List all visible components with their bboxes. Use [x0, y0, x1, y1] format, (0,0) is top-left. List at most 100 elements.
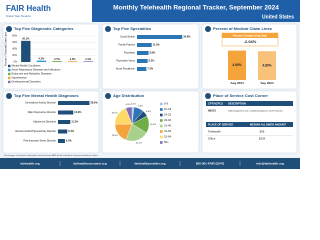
data-label: 9.4%: [138, 105, 143, 107]
dashboard: FAIR Health Know Your Source Monthly Tel…: [0, 0, 300, 169]
table-header-cell: PLACE OF SERVICE: [208, 122, 233, 126]
data-label: 4.80%: [262, 63, 271, 67]
footer-link[interactable]: info@fairhealth.org: [256, 161, 284, 165]
title-band: [92, 0, 300, 22]
change-label: Percent Change (Aug-Sep): [233, 33, 267, 37]
data-label: 19.2%: [111, 112, 117, 114]
table-header-cell: CPT/HCPCS: [208, 101, 223, 105]
footer-band: [0, 158, 300, 169]
legend-label: 31-40: [164, 124, 172, 128]
bar: [58, 120, 71, 124]
table-cell: 99213: [208, 109, 216, 113]
y-tick-label: Attention-Deficit/Hyperactivity Disorder: [15, 130, 56, 133]
bar: [52, 61, 62, 62]
bar: [137, 67, 147, 71]
footer-link[interactable]: fairhealthconsumer.org: [73, 161, 107, 165]
bar: [137, 43, 152, 47]
data-label: 11.3%: [153, 44, 161, 47]
data-label: 19.0%: [112, 135, 118, 137]
y-tick-label: Family Practice: [119, 44, 136, 47]
data-label: 28.6%: [90, 102, 98, 105]
bar: [137, 35, 183, 39]
footer-link[interactable]: fairhealthprovider.org: [134, 161, 165, 165]
bar: [67, 61, 78, 62]
bar: [228, 50, 246, 80]
legend-swatch: [160, 102, 163, 106]
legend-label: 51-64: [164, 135, 172, 139]
y-axis-label: Percent of Telehealth Claim Lines: [5, 31, 8, 66]
table-header-cell: DESCRIPTION: [228, 101, 246, 105]
footnote: Percentages are based on telehealth clai…: [4, 154, 99, 157]
pie-slice: [125, 106, 133, 125]
data-label: 8.2%: [149, 60, 155, 63]
data-label: 65.1%: [22, 38, 30, 41]
tagline: Know Your Source: [6, 14, 31, 18]
legend-label: Mental Health Conditions: [12, 64, 42, 68]
page: FAIR Health Know Your Source Monthly Tel…: [0, 0, 300, 169]
data-label: 2.3%: [70, 58, 76, 61]
data-label: 2.0%: [131, 104, 136, 106]
y-tick-label: Psychiatric Nurse: [116, 60, 135, 63]
legend-swatch: [160, 113, 163, 117]
bar: [83, 61, 93, 62]
data-label: 6.0%: [126, 104, 131, 106]
table-header: [206, 122, 293, 127]
data-label: 16.5%: [150, 124, 156, 126]
y-tick-label: Social Worker: [120, 36, 135, 39]
data-label: 6.3%: [66, 140, 72, 143]
bar: [36, 60, 47, 62]
y-tick-label: 80%: [12, 36, 17, 38]
icon: [105, 93, 111, 99]
bar: [137, 59, 148, 63]
legend-swatch: [8, 80, 11, 84]
y-tick-label: Major Depressive Disorder: [28, 111, 57, 114]
chart-title: Top Five Diagnostic Categories: [14, 26, 74, 31]
table-cell: $103: [259, 137, 266, 141]
footer-link[interactable]: fairhealth.org: [20, 161, 39, 165]
legend-swatch: [160, 124, 163, 128]
chart-title: Top Five Specialties: [113, 26, 152, 31]
legend-label: Endocrine and Metabolic Diseases: [12, 72, 53, 76]
chart-title: Percent of Medical Claim Lines: [213, 26, 273, 31]
legend-label: Acute Respiratory Diseases and Infection…: [12, 68, 62, 72]
y-tick-label: Generalized Anxiety Disorder: [25, 102, 56, 105]
logo: FAIR Health: [6, 4, 51, 13]
region: United States: [262, 14, 294, 20]
legend-swatch: [8, 72, 11, 76]
bar: [58, 101, 90, 105]
bar: [58, 110, 74, 115]
table-header-cell: MEDIAN ALLOWED AMOUNT: [250, 122, 286, 126]
table-title: Place of Service Cost Corner: [213, 93, 268, 98]
legend-label: Developmental Disorders: [12, 80, 42, 84]
data-label: 2.1%: [85, 58, 91, 61]
bar: [258, 51, 276, 80]
legend-swatch: [160, 135, 163, 139]
legend-label: Hypertension: [12, 76, 28, 80]
data-label: 11.2%: [71, 121, 79, 124]
panel: [101, 23, 200, 90]
bar: [137, 51, 149, 55]
x-tick-label: Aug 2024: [230, 81, 244, 85]
data-label: 8.9%: [150, 52, 156, 55]
legend-label: 10-18: [164, 107, 172, 111]
y-tick-label: Psychiatry: [124, 52, 136, 55]
legend-swatch: [160, 130, 163, 133]
icon: [205, 26, 211, 32]
chart-title: Top Five Mental Health Diagnoses: [14, 93, 79, 98]
table-cell: Office/outpatient visit, established pat…: [228, 110, 284, 113]
y-tick-label: 20%: [12, 55, 17, 57]
legend-label: 19-22: [164, 113, 172, 117]
bar: [58, 129, 68, 134]
y-tick-label: Nurse Practitioner: [116, 68, 135, 71]
data-label: 22.1%: [136, 142, 142, 144]
legend-swatch: [8, 76, 11, 80]
data-label: 34.8%: [183, 36, 191, 39]
table-cell: $95: [260, 130, 265, 134]
footer-link[interactable]: 855-301-FAIR (3247): [196, 161, 224, 165]
data-label: 2.7%: [54, 58, 60, 61]
data-label: 4.2%: [39, 57, 45, 60]
legend-swatch: [8, 64, 11, 68]
y-tick-label: 60%: [12, 42, 17, 44]
data-label: 8.4%: [68, 130, 74, 133]
page-title: Monthly Telehealth Regional Tracker, Sep…: [113, 5, 279, 12]
